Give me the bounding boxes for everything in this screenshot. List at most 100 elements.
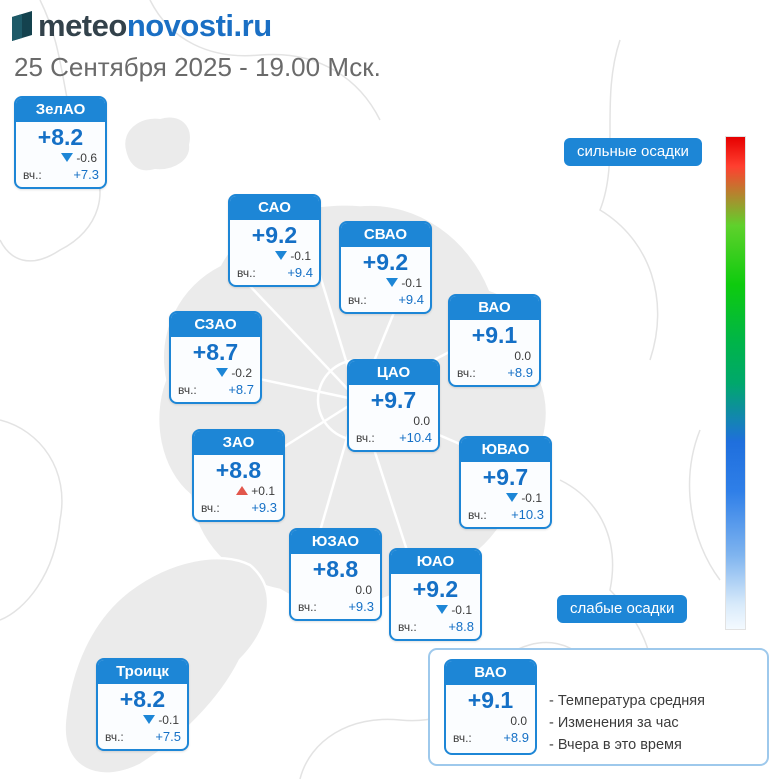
yesterday-value: +9.4 xyxy=(287,265,313,280)
legend-sample-card: ВАО +9.1 0.0 вч.: +8.9 xyxy=(444,659,537,755)
change-value: 0.0 xyxy=(514,348,531,363)
district-card-zao[interactable]: ЗАО +8.8 +0.1 вч.: +9.3 xyxy=(192,429,285,522)
yesterday-row: вч.: +9.4 xyxy=(341,290,430,312)
temperature-value: +8.2 xyxy=(37,124,84,150)
date-time-title: 25 Сентября 2025 - 19.00 Мск. xyxy=(14,52,381,82)
yesterday-value: +9.3 xyxy=(348,599,374,614)
yesterday-row: вч.: +8.9 xyxy=(446,728,535,750)
district-name: ЮАО xyxy=(391,550,480,574)
logo-icon xyxy=(12,11,32,41)
hour-change-row: 0.0 xyxy=(349,413,438,428)
legend-line-change: - Изменения за час xyxy=(549,715,679,731)
district-card-sao[interactable]: САО +9.2 -0.1 вч.: +9.4 xyxy=(228,194,321,287)
change-value: 0.0 xyxy=(510,713,527,728)
yesterday-row: вч.: +10.4 xyxy=(349,428,438,450)
district-name: ВАО xyxy=(450,296,539,320)
hour-change-row: -0.1 xyxy=(230,248,319,263)
hour-change-row: -0.2 xyxy=(171,365,260,380)
yesterday-label: вч.: xyxy=(23,168,42,182)
trend-down-icon xyxy=(386,278,399,287)
yesterday-row: вч.: +9.4 xyxy=(230,263,319,285)
yesterday-row: вч.: +9.3 xyxy=(291,597,380,619)
hour-change-row: 0.0 xyxy=(291,582,380,597)
district-card-cao[interactable]: ЦАО +9.7 0.0 вч.: +10.4 xyxy=(347,359,440,452)
temperature-value: +9.1 xyxy=(467,687,514,713)
district-card-yuvao[interactable]: ЮВАО +9.7 -0.1 вч.: +10.3 xyxy=(459,436,552,529)
trend-down-icon xyxy=(436,605,449,614)
yesterday-label: вч.: xyxy=(105,730,124,744)
legend-line-temperature: - Температура средняя xyxy=(549,693,705,709)
yesterday-row: вч.: +9.3 xyxy=(194,498,283,520)
change-value: 0.0 xyxy=(355,582,372,597)
trend-down-icon xyxy=(506,493,519,502)
logo-text-novosti: novosti.ru xyxy=(126,8,272,43)
yesterday-row: вч.: +7.5 xyxy=(98,727,187,749)
change-value: -0.1 xyxy=(158,712,179,727)
yesterday-value: +8.9 xyxy=(507,365,533,380)
temperature-value: +8.7 xyxy=(192,339,239,365)
temperature-value: +9.2 xyxy=(362,249,409,275)
district-name: ЮВАО xyxy=(461,438,550,462)
yesterday-row: вч.: +8.8 xyxy=(391,617,480,639)
weak-precip-label[interactable]: слабые осадки xyxy=(557,595,688,623)
temperature-value: +9.2 xyxy=(251,222,298,248)
yesterday-value: +8.9 xyxy=(503,730,529,745)
district-name: ВАО xyxy=(446,661,535,685)
yesterday-row: вч.: +8.9 xyxy=(450,363,539,385)
district-card-vao[interactable]: ВАО +9.1 0.0 вч.: +8.9 xyxy=(448,294,541,387)
hour-change-row: +0.1 xyxy=(194,483,283,498)
district-card-troitsk[interactable]: Троицк +8.2 -0.1 вч.: +7.5 xyxy=(96,658,189,751)
district-card-zelao[interactable]: ЗелАО +8.2 -0.6 вч.: +7.3 xyxy=(14,96,107,189)
temperature-value: +9.1 xyxy=(471,322,518,348)
yesterday-value: +7.3 xyxy=(73,167,99,182)
yesterday-label: вч.: xyxy=(398,620,417,634)
district-name: СВАО xyxy=(341,223,430,247)
trend-down-icon xyxy=(275,251,288,260)
trend-down-icon xyxy=(61,153,74,162)
yesterday-label: вч.: xyxy=(178,383,197,397)
yesterday-value: +8.7 xyxy=(228,382,254,397)
yesterday-row: вч.: +7.3 xyxy=(16,165,105,187)
hour-change-row: -0.6 xyxy=(16,150,105,165)
yesterday-value: +10.3 xyxy=(511,507,544,522)
hour-change-row: -0.1 xyxy=(461,490,550,505)
district-name: Троицк xyxy=(98,660,187,684)
legend-line-yesterday: - Вчера в это время xyxy=(549,737,682,753)
site-logo[interactable]: meteonovosti.ru xyxy=(10,8,272,44)
yesterday-label: вч.: xyxy=(468,508,487,522)
district-card-yuzao[interactable]: ЮЗАО +8.8 0.0 вч.: +9.3 xyxy=(289,528,382,621)
logo-text-meteo: meteo xyxy=(38,8,127,43)
district-card-szao[interactable]: СЗАО +8.7 -0.2 вч.: +8.7 xyxy=(169,311,262,404)
strong-precip-label[interactable]: сильные осадки xyxy=(564,138,702,166)
temperature-value: +8.8 xyxy=(215,457,262,483)
change-value: -0.1 xyxy=(521,490,542,505)
temperature-value: +8.8 xyxy=(312,556,359,582)
temperature-value: +9.7 xyxy=(370,387,417,413)
yesterday-label: вч.: xyxy=(348,293,367,307)
district-name: ЗАО xyxy=(194,431,283,455)
yesterday-label: вч.: xyxy=(237,266,256,280)
yesterday-label: вч.: xyxy=(201,501,220,515)
hour-change-row: -0.1 xyxy=(391,602,480,617)
change-value: +0.1 xyxy=(251,483,275,498)
yesterday-value: +10.4 xyxy=(399,430,432,445)
district-name: ЮЗАО xyxy=(291,530,380,554)
card-explanation-legend: ВАО +9.1 0.0 вч.: +8.9 - Температура сре… xyxy=(428,648,769,766)
district-card-svao[interactable]: СВАО +9.2 -0.1 вч.: +9.4 xyxy=(339,221,432,314)
yesterday-label: вч.: xyxy=(453,731,472,745)
district-name: ЗелАО xyxy=(16,98,105,122)
hour-change-row: 0.0 xyxy=(446,713,535,728)
temperature-value: +8.2 xyxy=(119,686,166,712)
yesterday-value: +7.5 xyxy=(155,729,181,744)
yesterday-label: вч.: xyxy=(356,431,375,445)
hour-change-row: -0.1 xyxy=(98,712,187,727)
trend-down-icon xyxy=(216,368,229,377)
district-card-yuao[interactable]: ЮАО +9.2 -0.1 вч.: +8.8 xyxy=(389,548,482,641)
yesterday-label: вч.: xyxy=(298,600,317,614)
district-name: САО xyxy=(230,196,319,220)
yesterday-value: +9.3 xyxy=(251,500,277,515)
change-value: -0.2 xyxy=(231,365,252,380)
district-name: СЗАО xyxy=(171,313,260,337)
precipitation-colorbar xyxy=(725,136,746,630)
change-value: 0.0 xyxy=(413,413,430,428)
